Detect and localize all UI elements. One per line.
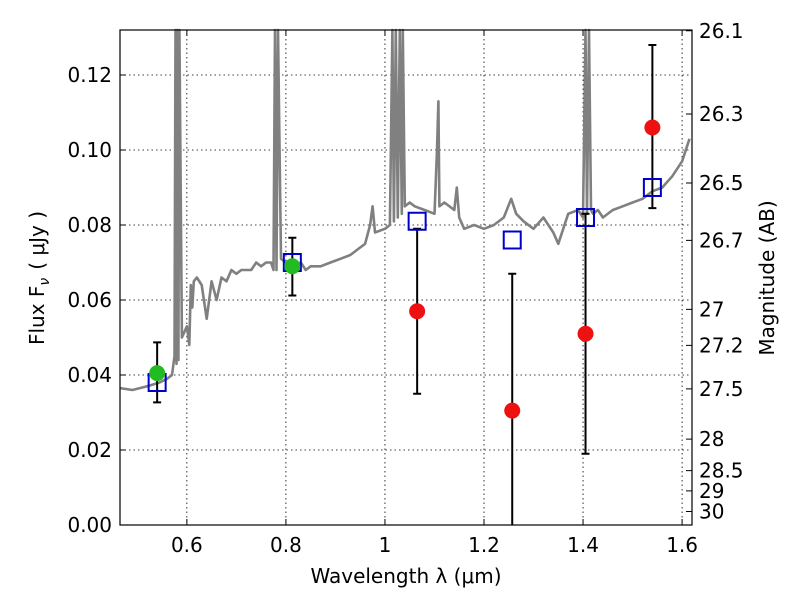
y2-tick-label: 27.2	[699, 333, 744, 357]
y2-tick-label: 28	[699, 427, 724, 451]
detection-point	[149, 365, 166, 382]
y2-tick-label: 30	[699, 500, 724, 524]
y-axis-label-unit: ( μJy )	[25, 211, 49, 270]
y2-tick-label: 27.5	[699, 377, 744, 401]
grid	[120, 30, 692, 526]
y-tick-label: 0.12	[67, 63, 112, 87]
y-axis-label: Flux Fν ( μJy )	[25, 211, 53, 345]
y-tick-label: 0.08	[67, 213, 112, 237]
plot-frame	[119, 29, 693, 526]
low-sn-point	[409, 303, 426, 320]
model-photometry-square	[502, 230, 522, 250]
y-tick-label: 0.10	[67, 138, 112, 162]
y-tick-label: 0.04	[67, 363, 112, 387]
y2-axis-label: Magnitude (AB)	[755, 200, 779, 355]
y2-tick-label: 28.5	[699, 459, 744, 483]
axis-ticks: 0.6 0.8 1 1.2 1.4 1.6 0.00 0.02 0.04 0.06 0.08 0.10…	[67, 19, 743, 557]
y2-tick-label: 27	[699, 297, 724, 321]
y-axis-label-subscript: ν	[37, 278, 53, 286]
y-tick-label: 0.00	[67, 513, 112, 537]
y2-tick-label: 26.7	[699, 228, 744, 252]
x-axis-label: Wavelength λ (μm)	[310, 564, 501, 588]
y-axis-label-text: Flux F	[25, 286, 49, 345]
y2-tick-label: 29	[699, 479, 724, 503]
y2-tick-label: 26.3	[699, 102, 744, 126]
observed-points	[149, 119, 661, 419]
detection-point	[284, 258, 301, 275]
low-sn-point	[644, 119, 661, 136]
x-tick-label: 1.4	[567, 533, 599, 557]
model-photometry-square	[576, 208, 596, 227]
y-tick-label: 0.02	[67, 438, 112, 462]
x-tick-label: 0.8	[270, 533, 302, 557]
x-tick-label: 0.6	[171, 533, 203, 557]
spectrum-series	[119, 28, 691, 392]
spectrum-line	[119, 28, 691, 392]
x-tick-label: 1.2	[468, 533, 500, 557]
x-tick-label: 1	[379, 533, 392, 557]
x-tick-label: 1.6	[666, 533, 698, 557]
model-photometry-square	[407, 211, 427, 231]
y2-tick-label: 26.1	[699, 19, 744, 43]
model-photometry-square	[642, 178, 662, 197]
y-tick-label: 0.06	[67, 288, 112, 312]
svg-text:Flux Fν( μJy ): Flux Fν ( μJy )	[25, 211, 53, 345]
y2-tick-label: 26.5	[699, 171, 744, 195]
low-sn-point	[577, 325, 594, 342]
low-sn-point	[504, 402, 521, 419]
